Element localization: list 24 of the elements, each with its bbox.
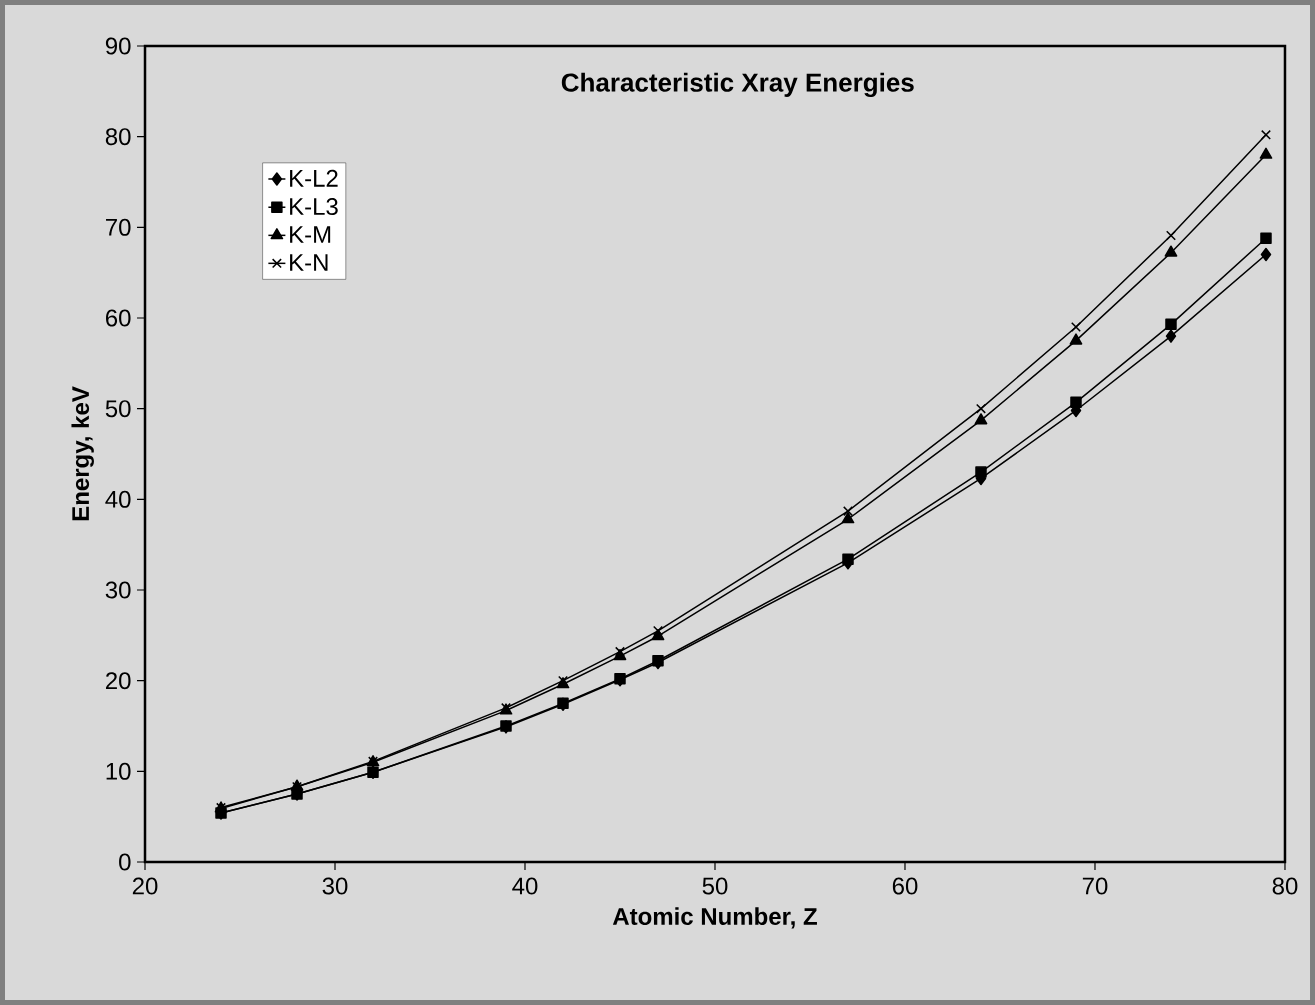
- legend-label: K-L2: [290, 169, 338, 187]
- x-tick-label: 40: [512, 877, 538, 895]
- x-tick-label: 20: [132, 877, 158, 895]
- legend-label: K-N: [290, 254, 328, 271]
- legend-label: K-L3: [290, 198, 338, 216]
- x-tick-label: 50: [702, 877, 728, 895]
- x-tick-label: 70: [1082, 877, 1108, 895]
- legend-label: K-M: [290, 226, 331, 243]
- y-tick-label: 90: [105, 37, 131, 55]
- y-tick-label: 70: [106, 218, 131, 236]
- y-tick-label: 20: [105, 672, 131, 690]
- y-tick-label: 50: [105, 400, 131, 418]
- y-tick-label: 10: [106, 762, 131, 780]
- y-tick-label: 80: [105, 128, 131, 146]
- x-tick-label: 60: [892, 877, 918, 895]
- x-tick-label: 80: [1272, 877, 1298, 895]
- y-tick-label: 60: [106, 309, 131, 327]
- y-tick-label: 40: [105, 490, 131, 508]
- x-tick-label: 30: [322, 877, 348, 895]
- text: Characteristic Xray Energies: [561, 72, 914, 98]
- x-axis-title: Atomic Number, Z: [612, 907, 817, 929]
- y-tick-label: 0: [119, 853, 131, 871]
- y-tick-label: 30: [105, 581, 131, 599]
- y-axis-title: Energy, keV: [71, 386, 94, 521]
